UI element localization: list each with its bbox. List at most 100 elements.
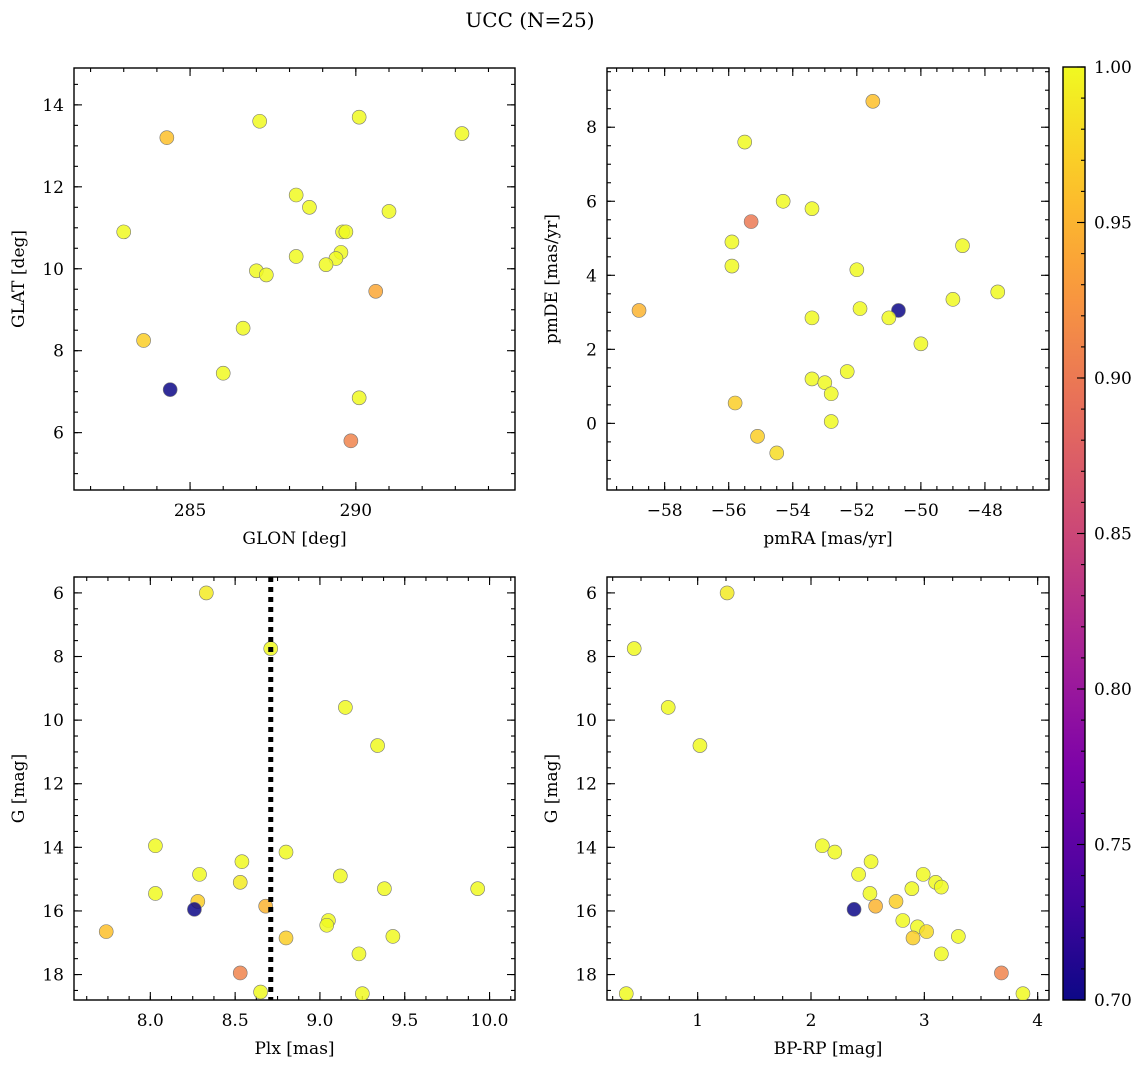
y-tick-label: 14 (42, 838, 64, 858)
data-point (881, 310, 897, 326)
x-tick-label: 3 (919, 1011, 930, 1031)
plot-area (98, 577, 485, 1000)
data-point (737, 134, 753, 150)
y-tick-label: 8 (53, 648, 64, 668)
y-tick-label: 6 (53, 424, 64, 444)
data-point (804, 310, 820, 326)
y-axis-label: G [mag] (9, 754, 29, 823)
data-point (618, 986, 634, 1000)
x-tick-label: 8.0 (137, 1011, 164, 1031)
y-tick-label: 6 (586, 584, 597, 604)
data-point (385, 929, 401, 944)
x-tick-label: 2 (806, 1011, 817, 1031)
data-point (253, 984, 268, 1000)
y-tick-label: 14 (575, 838, 597, 858)
data-point (915, 867, 931, 882)
colorbar-tick-label: 0.90 (1094, 369, 1132, 389)
x-tick-label: 285 (174, 501, 206, 521)
data-point (192, 867, 207, 882)
y-tick-label: 12 (42, 178, 64, 198)
x-tick-label: −48 (967, 501, 1003, 521)
x-tick-label: −52 (839, 501, 875, 521)
y-tick-label: 16 (575, 902, 597, 922)
data-point (338, 700, 353, 715)
y-tick-label: 6 (53, 584, 64, 604)
data-point (817, 375, 833, 390)
panel-glon-glat: 285 290 6 8 10 12 14 GLON [deg] GLAT [deg] (9, 67, 516, 549)
y-tick-label: 16 (42, 902, 64, 922)
y-tick-label: 10 (42, 260, 64, 280)
plot-area (631, 94, 1006, 461)
data-point (839, 364, 855, 379)
x-axis-label: BP-RP [mag] (774, 1039, 883, 1059)
data-point (904, 881, 920, 896)
data-point (823, 386, 839, 402)
data-point (136, 333, 151, 348)
data-point (338, 224, 354, 240)
data-point (750, 429, 765, 444)
data-point (278, 930, 294, 946)
y-tick-label: 18 (42, 966, 64, 986)
data-point (851, 867, 866, 882)
data-point (905, 930, 921, 946)
data-point (381, 204, 397, 219)
data-point (724, 258, 740, 274)
data-point (955, 238, 970, 253)
x-tick-label: 290 (340, 501, 372, 521)
y-tick-label: 18 (575, 966, 597, 986)
y-tick-label: 0 (586, 414, 597, 434)
data-point (288, 187, 304, 203)
data-point (852, 301, 868, 316)
colorbar-tick-label: 1.00 (1094, 58, 1132, 78)
y-axis-label: G [mag] (542, 754, 562, 823)
data-point (804, 371, 820, 387)
data-point (719, 585, 735, 601)
data-point (116, 224, 132, 240)
data-point (934, 946, 949, 962)
data-point (368, 283, 384, 299)
data-point (235, 320, 251, 336)
x-tick-label: 8.5 (222, 1011, 249, 1031)
y-tick-label: 8 (586, 648, 597, 668)
data-point (692, 738, 708, 753)
data-point (302, 200, 317, 215)
y-tick-label: 12 (575, 775, 597, 795)
data-point (377, 881, 392, 896)
y-tick-label: 4 (586, 266, 597, 286)
data-point (351, 109, 367, 125)
x-axis-label: GLON [deg] (242, 529, 346, 549)
x-tick-label: −58 (647, 501, 683, 521)
data-point (743, 214, 759, 229)
y-tick-label: 2 (586, 340, 597, 360)
plot-area (618, 585, 1031, 1000)
data-point (919, 924, 934, 939)
x-tick-label: 10.0 (471, 1011, 509, 1031)
data-point (355, 986, 370, 1000)
data-point (895, 913, 911, 928)
x-tick-label: −56 (711, 501, 747, 521)
colorbar-tick-label: 0.75 (1094, 836, 1132, 856)
data-point (1015, 986, 1031, 1000)
data-point (351, 390, 367, 406)
axes-frame (606, 576, 1050, 1001)
data-point (863, 854, 879, 869)
data-point (148, 886, 163, 901)
data-point (159, 130, 175, 145)
axes-frame (73, 576, 516, 1001)
data-point (888, 894, 904, 909)
data-point (98, 924, 114, 939)
y-tick-label: 10 (42, 711, 64, 731)
data-point (951, 929, 966, 944)
panel-pmra-pmde: −58 −56 −54 −52 −50 −48 0 2 4 6 8 pmRA [mas/yr] pmDE… (542, 67, 1050, 549)
colorbar-tick-label: 0.70 (1094, 991, 1132, 1011)
data-point (994, 965, 1009, 981)
data-point (660, 700, 676, 715)
y-tick-label: 8 (586, 118, 597, 138)
data-point (343, 433, 359, 449)
data-point (775, 193, 791, 209)
colorbar-tick-label: 0.85 (1094, 525, 1132, 545)
data-point (232, 875, 248, 890)
data-point (259, 267, 274, 283)
